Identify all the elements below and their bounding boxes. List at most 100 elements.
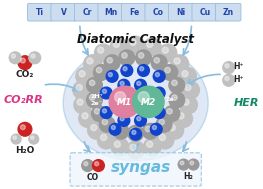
Circle shape bbox=[13, 136, 16, 139]
Circle shape bbox=[156, 117, 172, 132]
Circle shape bbox=[225, 77, 229, 81]
Text: Mn: Mn bbox=[104, 8, 117, 17]
Circle shape bbox=[162, 47, 168, 53]
Text: M1: M1 bbox=[117, 98, 133, 107]
Circle shape bbox=[225, 64, 229, 68]
Circle shape bbox=[145, 126, 151, 132]
Circle shape bbox=[169, 92, 185, 108]
Text: CO₂: CO₂ bbox=[16, 70, 34, 79]
Circle shape bbox=[109, 86, 140, 118]
Text: 2H⁺
2e⁻: 2H⁺ 2e⁻ bbox=[90, 94, 103, 106]
Text: M2: M2 bbox=[141, 98, 156, 107]
Circle shape bbox=[84, 162, 88, 166]
Circle shape bbox=[172, 80, 177, 86]
Circle shape bbox=[133, 86, 164, 118]
Circle shape bbox=[119, 50, 135, 66]
Circle shape bbox=[79, 110, 97, 127]
Circle shape bbox=[137, 117, 141, 121]
Text: Fe: Fe bbox=[129, 8, 139, 17]
Circle shape bbox=[138, 53, 144, 58]
Circle shape bbox=[223, 74, 235, 86]
Circle shape bbox=[140, 67, 144, 71]
FancyBboxPatch shape bbox=[145, 3, 170, 21]
Circle shape bbox=[31, 54, 35, 58]
Circle shape bbox=[132, 130, 136, 134]
Circle shape bbox=[151, 55, 167, 70]
Text: Ti: Ti bbox=[36, 8, 44, 17]
Text: HER: HER bbox=[234, 98, 259, 108]
Circle shape bbox=[174, 58, 180, 64]
FancyBboxPatch shape bbox=[27, 3, 53, 21]
Circle shape bbox=[127, 141, 144, 159]
Circle shape bbox=[175, 110, 193, 127]
Circle shape bbox=[104, 55, 120, 70]
Circle shape bbox=[165, 67, 170, 73]
Circle shape bbox=[99, 117, 115, 132]
Circle shape bbox=[82, 113, 88, 119]
Circle shape bbox=[188, 159, 199, 170]
Circle shape bbox=[183, 99, 189, 105]
Circle shape bbox=[9, 52, 21, 64]
Circle shape bbox=[159, 134, 165, 140]
Circle shape bbox=[18, 56, 32, 70]
Text: H₂: H₂ bbox=[184, 172, 194, 181]
Circle shape bbox=[153, 107, 165, 119]
Circle shape bbox=[11, 134, 21, 144]
Circle shape bbox=[127, 36, 144, 54]
Circle shape bbox=[103, 89, 107, 93]
Circle shape bbox=[137, 81, 141, 85]
FancyBboxPatch shape bbox=[74, 3, 100, 21]
Text: Diatomic Catalyst: Diatomic Catalyst bbox=[77, 33, 194, 46]
Circle shape bbox=[146, 41, 153, 47]
Circle shape bbox=[109, 123, 121, 135]
Circle shape bbox=[169, 77, 185, 93]
Circle shape bbox=[162, 65, 178, 80]
Circle shape bbox=[89, 80, 95, 86]
Circle shape bbox=[121, 65, 133, 76]
Circle shape bbox=[155, 73, 159, 77]
Circle shape bbox=[130, 144, 136, 150]
Circle shape bbox=[182, 71, 188, 77]
Circle shape bbox=[108, 73, 112, 77]
Circle shape bbox=[178, 113, 184, 119]
Circle shape bbox=[87, 92, 102, 108]
Circle shape bbox=[29, 52, 41, 64]
Circle shape bbox=[93, 160, 104, 171]
Circle shape bbox=[18, 122, 32, 136]
Text: Ni: Ni bbox=[177, 8, 186, 17]
Circle shape bbox=[94, 108, 100, 114]
Circle shape bbox=[111, 138, 129, 156]
Circle shape bbox=[106, 70, 118, 82]
Circle shape bbox=[146, 141, 153, 147]
Circle shape bbox=[98, 131, 115, 149]
Text: Cu: Cu bbox=[199, 8, 210, 17]
Circle shape bbox=[154, 58, 160, 63]
Circle shape bbox=[130, 128, 136, 134]
Circle shape bbox=[100, 87, 112, 99]
Circle shape bbox=[179, 67, 196, 85]
Circle shape bbox=[150, 123, 162, 135]
Text: CO: CO bbox=[87, 173, 99, 182]
Text: V: V bbox=[61, 8, 67, 17]
Circle shape bbox=[113, 123, 129, 139]
FancyBboxPatch shape bbox=[51, 3, 76, 21]
Circle shape bbox=[153, 87, 165, 99]
Circle shape bbox=[79, 71, 85, 77]
Circle shape bbox=[95, 162, 99, 166]
Circle shape bbox=[100, 107, 112, 119]
Circle shape bbox=[76, 67, 94, 85]
Circle shape bbox=[76, 84, 82, 91]
Circle shape bbox=[135, 79, 146, 91]
Text: H₂O: H₂O bbox=[15, 146, 35, 155]
Text: H⁺: H⁺ bbox=[233, 62, 244, 71]
Circle shape bbox=[98, 47, 104, 53]
Circle shape bbox=[128, 125, 144, 141]
Text: Zn: Zn bbox=[223, 8, 234, 17]
Circle shape bbox=[180, 96, 197, 114]
Circle shape bbox=[138, 65, 149, 76]
Circle shape bbox=[94, 44, 112, 62]
Circle shape bbox=[113, 41, 119, 47]
Circle shape bbox=[223, 62, 235, 74]
FancyBboxPatch shape bbox=[192, 3, 218, 21]
Circle shape bbox=[138, 92, 149, 103]
